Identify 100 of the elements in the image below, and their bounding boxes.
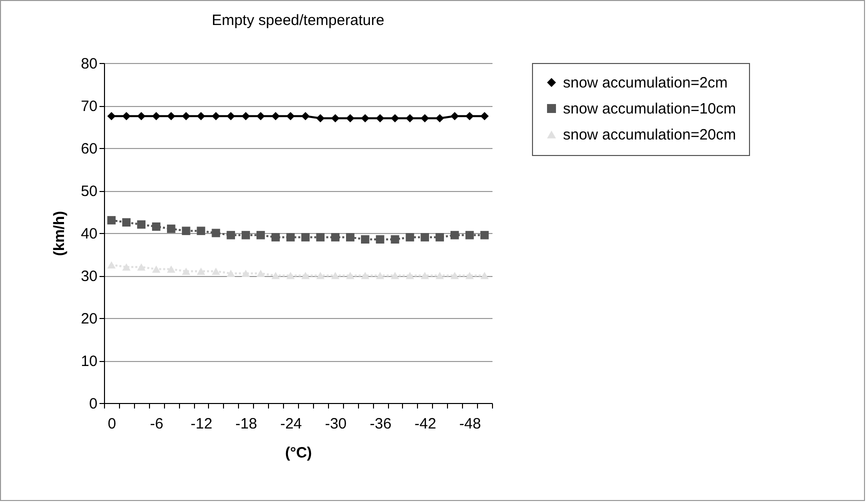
x-tick-label: -42 (414, 416, 436, 432)
point (182, 268, 190, 275)
point (450, 272, 459, 280)
point (242, 270, 250, 277)
y-tick-label: 80 (80, 56, 98, 72)
point (301, 272, 310, 280)
point (390, 114, 400, 122)
point (406, 233, 414, 242)
point (360, 235, 370, 244)
y-tick-label: 70 (80, 98, 98, 115)
point (152, 266, 160, 273)
point (450, 230, 459, 240)
point (271, 233, 280, 242)
point (196, 226, 206, 236)
point (376, 235, 384, 244)
y-tick-label: 10 (80, 353, 98, 370)
point (390, 272, 400, 280)
point (271, 112, 280, 120)
point (122, 112, 131, 120)
y-tick-label: 40 (80, 226, 98, 242)
point (420, 272, 430, 280)
point (107, 261, 116, 268)
point (331, 233, 340, 242)
point (242, 230, 250, 240)
x-tick-label: -48 (459, 416, 481, 432)
point (406, 114, 414, 122)
legend-label: snow accumulation=2cm (563, 74, 728, 92)
point (436, 272, 444, 280)
point (316, 272, 325, 280)
point (480, 272, 489, 280)
point (450, 112, 459, 120)
point (212, 268, 220, 275)
point (420, 114, 430, 122)
point (346, 233, 354, 242)
x-axis-title: (°C) (285, 444, 312, 462)
point (316, 114, 325, 122)
point (271, 272, 280, 280)
point (436, 114, 444, 122)
point (182, 226, 190, 236)
point (137, 112, 146, 120)
x-tick-label: -6 (150, 416, 164, 432)
y-tick-label: 0 (89, 396, 98, 412)
point (107, 216, 116, 224)
point (107, 112, 116, 120)
x-tick-label: -36 (370, 416, 392, 432)
point (376, 272, 384, 280)
point (465, 230, 474, 240)
y-tick-label: 20 (80, 310, 98, 328)
point (182, 112, 190, 120)
y-tick-label: 60 (80, 140, 98, 158)
x-tick-label: -30 (324, 416, 347, 432)
legend-label: snow accumulation=10cm (563, 100, 736, 118)
x-tick-label: -18 (235, 416, 258, 432)
y-tick-label: 50 (80, 183, 98, 200)
point (256, 230, 265, 240)
point (196, 112, 206, 120)
chart-title: Empty speed/temperature (212, 12, 384, 29)
point (465, 112, 474, 120)
point (122, 263, 131, 271)
point (152, 112, 160, 120)
point (256, 112, 265, 120)
point (256, 270, 265, 277)
point (346, 272, 354, 280)
point (420, 233, 430, 242)
point (226, 230, 236, 240)
point (286, 272, 295, 280)
x-tick-label: -24 (280, 416, 302, 432)
point (122, 218, 131, 227)
point (212, 228, 220, 238)
point (286, 233, 295, 242)
point (436, 233, 444, 242)
point (242, 112, 250, 120)
point (316, 233, 325, 242)
point (331, 272, 340, 280)
point (166, 112, 176, 120)
x-tick-label: 0 (108, 416, 116, 432)
point (286, 112, 295, 120)
point (480, 230, 489, 240)
point (226, 112, 236, 120)
point (376, 114, 384, 122)
point (137, 263, 146, 271)
point (360, 114, 370, 122)
point (166, 266, 176, 273)
point (137, 220, 146, 229)
x-tick-label: -12 (190, 416, 212, 432)
point (406, 272, 414, 280)
point (301, 233, 310, 242)
point (226, 270, 236, 277)
point (212, 112, 220, 120)
point (465, 272, 474, 280)
point (196, 268, 206, 275)
point (301, 112, 310, 120)
point (166, 224, 176, 233)
point (360, 272, 370, 280)
point (152, 222, 160, 231)
point (346, 114, 354, 122)
point (390, 235, 400, 244)
point (480, 112, 489, 120)
y-tick-label: 30 (80, 268, 98, 285)
legend-label: snow accumulation=20cm (563, 126, 736, 144)
